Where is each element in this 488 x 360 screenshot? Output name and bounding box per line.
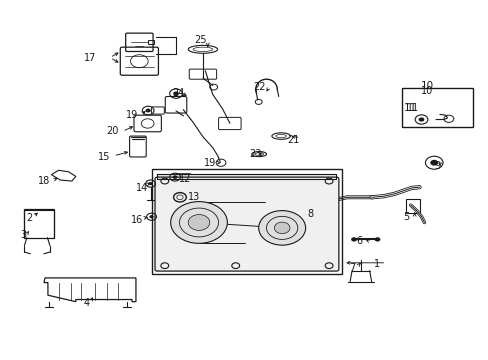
Text: 8: 8 (307, 209, 313, 219)
Text: 15: 15 (98, 152, 110, 162)
Text: 7: 7 (348, 263, 354, 273)
Text: 4: 4 (84, 298, 90, 308)
Text: 19: 19 (125, 110, 138, 120)
Text: 5: 5 (402, 212, 408, 222)
Text: 6: 6 (356, 236, 362, 246)
Text: 20: 20 (106, 126, 119, 136)
Circle shape (170, 202, 227, 243)
Text: 2: 2 (26, 213, 32, 223)
Polygon shape (157, 174, 336, 179)
Text: 11: 11 (403, 103, 417, 113)
Circle shape (172, 175, 177, 179)
Bar (405, 199, 419, 213)
Text: 17: 17 (84, 53, 97, 63)
Text: 24: 24 (172, 88, 184, 98)
Text: 9: 9 (434, 161, 440, 171)
Text: 22: 22 (252, 82, 265, 92)
Circle shape (148, 182, 152, 185)
Bar (24, 209, 54, 238)
Text: 23: 23 (249, 149, 262, 159)
Text: 10: 10 (420, 86, 432, 96)
Circle shape (149, 215, 153, 218)
Circle shape (258, 211, 305, 245)
Circle shape (429, 160, 437, 166)
Text: 25: 25 (194, 35, 206, 45)
Bar (151, 169, 342, 274)
Text: 12: 12 (178, 174, 191, 184)
Text: 13: 13 (187, 192, 200, 202)
Circle shape (418, 117, 424, 122)
Circle shape (188, 215, 209, 230)
Text: 21: 21 (286, 135, 299, 145)
Text: 11: 11 (406, 103, 419, 113)
Circle shape (173, 91, 179, 96)
Bar (401, 88, 472, 127)
Text: 16: 16 (130, 215, 143, 225)
Text: 14: 14 (135, 183, 148, 193)
Circle shape (145, 109, 150, 112)
Circle shape (374, 237, 380, 242)
Text: 10: 10 (420, 81, 432, 91)
Circle shape (274, 222, 289, 234)
Circle shape (350, 237, 356, 242)
Text: 19: 19 (203, 158, 216, 168)
Text: 3: 3 (20, 230, 26, 240)
Bar (148, 40, 154, 44)
Text: 18: 18 (38, 176, 50, 186)
FancyBboxPatch shape (155, 177, 338, 271)
Text: 1: 1 (373, 258, 379, 269)
